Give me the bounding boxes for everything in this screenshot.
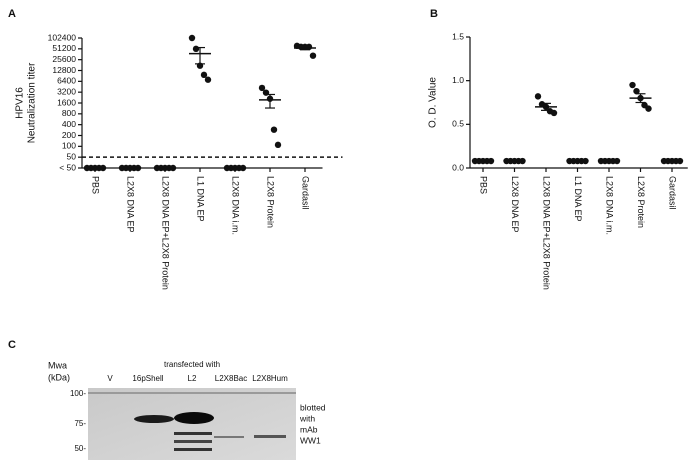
y-tick-label: 100 <box>62 141 76 151</box>
data-point <box>633 87 640 95</box>
x-tick-label: L1 DNA EP <box>196 176 206 222</box>
side-label: mAb <box>300 424 318 434</box>
y-tick-label: 50 <box>67 151 77 161</box>
y-tick-label: 102400 <box>48 32 77 42</box>
y-tick-label: 0.5 <box>452 119 464 129</box>
mw-label: (kDa) <box>48 372 70 382</box>
x-tick-label: L2X8 DNA i.m. <box>605 176 615 235</box>
y-tick-label: 51200 <box>52 43 76 53</box>
mw-label: Mwa <box>48 360 67 370</box>
x-tick-label: L2X8 DNA i.m. <box>231 176 241 235</box>
panel-label: B <box>430 8 438 20</box>
mw-marker: 50- <box>74 444 86 453</box>
y-tick-label: 0.0 <box>452 162 464 172</box>
y-tick-label: 1.5 <box>452 31 464 41</box>
x-tick-label: PBS <box>91 176 101 194</box>
data-point <box>192 45 200 53</box>
data-point <box>309 52 317 59</box>
x-tick-label: Gardasil <box>301 176 311 210</box>
data-point <box>274 141 282 149</box>
side-label: WW1 <box>300 435 321 445</box>
data-point <box>204 76 212 83</box>
x-tick-label: L2X8 DNA EP <box>510 176 520 233</box>
y-tick-label: 200 <box>62 130 76 140</box>
y-tick-label: 800 <box>62 108 76 118</box>
data-point <box>270 126 278 133</box>
side-label: with <box>299 413 315 423</box>
mw-marker: 100- <box>70 389 86 398</box>
data-point <box>629 81 636 89</box>
x-tick-label: L2X8 DNA EP <box>126 176 136 233</box>
data-point <box>258 84 266 92</box>
y-tick-label: 3200 <box>57 86 76 96</box>
x-tick-label: PBS <box>479 176 489 194</box>
side-label: blotted <box>300 402 326 412</box>
y-tick-label: < 50 <box>59 162 76 172</box>
y-tick-label: 1.0 <box>452 75 464 85</box>
lane-label: 16pShell <box>132 374 163 383</box>
y-tick-label: 1600 <box>57 97 76 107</box>
blot-header: transfected with <box>164 360 220 369</box>
y-axis-label: O. D. Value <box>428 77 439 128</box>
y-axis-label: Neutralization titer <box>27 62 38 143</box>
panel-label: C <box>8 339 16 351</box>
lane-label: L2X8Hum <box>252 374 288 383</box>
y-axis-label: HPV16 <box>15 87 26 119</box>
blot-image <box>88 388 296 460</box>
data-point <box>645 105 652 112</box>
panel-label: A <box>8 8 16 20</box>
x-tick-label: L1 DNA EP <box>573 176 583 222</box>
lane-label: V <box>107 374 113 383</box>
x-tick-label: L2X8 Protein <box>266 176 276 228</box>
lane-label: L2X8Bac <box>215 374 247 383</box>
data-point <box>200 71 208 79</box>
y-tick-label: 6400 <box>57 76 76 86</box>
lane-label: L2 <box>188 374 197 383</box>
x-tick-label: L2X8 DNA EP+L2X8 Protein <box>542 176 552 290</box>
x-tick-label: L2X8 Protein <box>636 176 646 228</box>
y-tick-label: 400 <box>62 119 76 129</box>
data-point <box>550 109 558 117</box>
x-tick-label: Gardasil <box>668 176 678 210</box>
data-point <box>534 93 542 100</box>
data-point <box>188 34 196 42</box>
y-tick-label: 12800 <box>52 65 76 75</box>
x-tick-label: L2X8 DNA EP+L2X8 Protein <box>161 176 171 290</box>
mw-marker: 75- <box>74 419 86 428</box>
y-tick-label: 25600 <box>52 54 76 64</box>
